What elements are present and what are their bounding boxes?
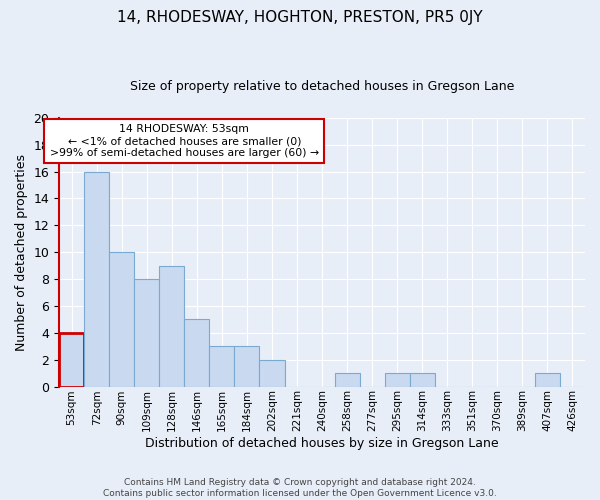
Text: 14 RHODESWAY: 53sqm
← <1% of detached houses are smaller (0)
>99% of semi-detach: 14 RHODESWAY: 53sqm ← <1% of detached ho… xyxy=(50,124,319,158)
Bar xyxy=(59,333,84,386)
Text: 14, RHODESWAY, HOGHTON, PRESTON, PR5 0JY: 14, RHODESWAY, HOGHTON, PRESTON, PR5 0JY xyxy=(117,10,483,25)
Bar xyxy=(385,373,410,386)
Bar xyxy=(335,373,359,386)
Bar xyxy=(259,360,284,386)
Bar xyxy=(184,320,209,386)
Bar xyxy=(160,266,184,386)
Bar xyxy=(535,373,560,386)
Title: Size of property relative to detached houses in Gregson Lane: Size of property relative to detached ho… xyxy=(130,80,514,93)
Bar xyxy=(235,346,259,387)
Bar xyxy=(84,172,109,386)
Bar xyxy=(410,373,435,386)
Bar xyxy=(134,279,160,386)
Bar xyxy=(109,252,134,386)
Bar xyxy=(209,346,235,387)
Y-axis label: Number of detached properties: Number of detached properties xyxy=(15,154,28,350)
Text: Contains HM Land Registry data © Crown copyright and database right 2024.
Contai: Contains HM Land Registry data © Crown c… xyxy=(103,478,497,498)
X-axis label: Distribution of detached houses by size in Gregson Lane: Distribution of detached houses by size … xyxy=(145,437,499,450)
